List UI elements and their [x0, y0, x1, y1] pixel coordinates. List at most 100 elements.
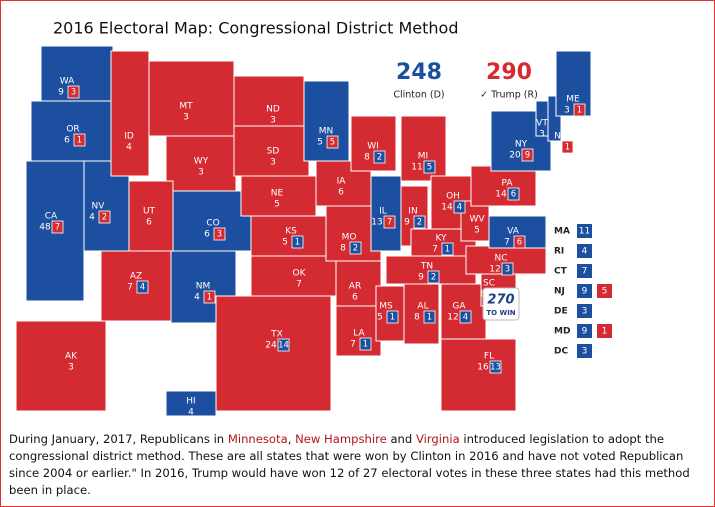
state-abbr: SD: [267, 147, 280, 157]
district-votes: 2: [377, 153, 382, 163]
state-abbr: NY: [515, 140, 528, 150]
state-votes: 6: [146, 218, 152, 228]
district-box: [459, 310, 472, 324]
vote-box: [577, 284, 592, 298]
district-box: [73, 133, 86, 147]
state-abbr: TX: [270, 330, 283, 340]
district-votes: 1: [427, 313, 432, 323]
state: [370, 175, 402, 252]
caption: During January, 2017, Republicans in Min…: [9, 431, 709, 499]
state-votes: 3: [564, 106, 570, 116]
small-state-abbr: DC: [554, 347, 568, 357]
state-abbr: AZ: [130, 272, 142, 282]
state-abbr: WY: [194, 157, 209, 167]
caption-link[interactable]: Virginia: [415, 432, 460, 446]
caption-link[interactable]: Minnesota: [227, 432, 288, 446]
state-abbr: OH: [446, 192, 460, 202]
state-votes: 3: [68, 363, 74, 373]
state-abbr: GA: [452, 302, 466, 312]
state-abbr: FL: [484, 352, 494, 362]
district-box: [453, 200, 466, 214]
district-box: [597, 284, 612, 298]
state: [15, 320, 107, 412]
state-votes: 6: [64, 136, 70, 146]
state-abbr: AL: [417, 302, 428, 312]
state-abbr: MN: [319, 127, 334, 137]
state-votes: 16: [477, 363, 489, 373]
state-abbr: NV: [92, 202, 106, 212]
state-votes: 24: [265, 341, 277, 351]
state: [440, 338, 517, 412]
small-state-abbr: MD: [554, 327, 570, 337]
state: [100, 250, 172, 322]
state-votes: 3: [270, 158, 276, 168]
district-votes: 4: [457, 203, 462, 213]
state: [165, 390, 217, 417]
state-votes: 14: [441, 203, 453, 213]
state-votes: 5: [274, 200, 280, 210]
state-abbr: IL: [379, 207, 387, 217]
state: [240, 175, 317, 217]
district-votes: 1: [363, 340, 368, 350]
district-box: [489, 360, 502, 374]
district-box: [51, 220, 64, 234]
district-votes: 4: [140, 283, 145, 293]
caption-text: introduced legislation to adopt the cong…: [9, 432, 690, 497]
district-box: [277, 338, 290, 352]
district-votes: 1: [577, 106, 582, 116]
district-box: [349, 241, 362, 255]
vote-box: [577, 324, 592, 338]
district-box: [507, 187, 520, 201]
state-abbr: MS: [379, 302, 393, 312]
state-votes: 3: [198, 168, 204, 178]
district-votes: 2: [431, 273, 436, 283]
state-votes: 7: [350, 340, 356, 350]
district-votes: 3: [505, 265, 510, 275]
district-votes: 5: [602, 287, 608, 297]
state-votes: 9: [418, 273, 424, 283]
small-state-abbr: CT: [554, 267, 568, 277]
logo-box: [482, 287, 520, 321]
state-abbr: MO: [342, 233, 357, 243]
district-votes: 3: [71, 88, 76, 98]
district-votes: 1: [77, 136, 82, 146]
district-box: [427, 270, 440, 284]
district-votes: 4: [463, 313, 468, 323]
state-votes: 4: [89, 213, 95, 223]
district-votes: 6: [511, 190, 516, 200]
district-votes: 2: [417, 218, 422, 228]
state-votes: 12: [447, 313, 458, 323]
district-box: [98, 210, 111, 224]
vote-box: [577, 244, 592, 258]
state-abbr: ME: [566, 95, 580, 105]
small-state-abbr: DE: [554, 307, 568, 317]
district-box: [521, 148, 534, 162]
state-abbr: ID: [124, 132, 134, 142]
district-box: [291, 235, 304, 249]
state: [350, 115, 397, 172]
small-state-abbr: RI: [554, 247, 564, 257]
small-state-votes: 3: [582, 347, 588, 357]
state-votes: 6: [338, 188, 344, 198]
state-votes: 6: [204, 230, 210, 240]
state-abbr: VA: [507, 227, 520, 237]
state-votes: 7: [432, 245, 438, 255]
state-votes: 48: [39, 223, 51, 233]
small-state-abbr: NJ: [554, 287, 565, 297]
small-state-votes: 4: [582, 247, 588, 257]
caption-text: ,: [287, 432, 296, 446]
state-abbr: HI: [186, 397, 195, 407]
total-votes: 290: [486, 60, 532, 85]
state-abbr: CO: [206, 219, 219, 229]
district-box: [513, 235, 526, 249]
district-box: [597, 324, 612, 338]
state-votes: 5: [282, 238, 288, 248]
caption-link[interactable]: New Hampshire: [295, 432, 387, 446]
state-votes: 9: [404, 218, 410, 228]
district-votes: 1: [602, 327, 608, 337]
small-state-votes: 3: [582, 307, 588, 317]
district-votes: 5: [330, 138, 335, 148]
vote-box: [577, 224, 592, 238]
state-abbr: TN: [420, 262, 433, 272]
state-votes: 4: [188, 408, 194, 418]
